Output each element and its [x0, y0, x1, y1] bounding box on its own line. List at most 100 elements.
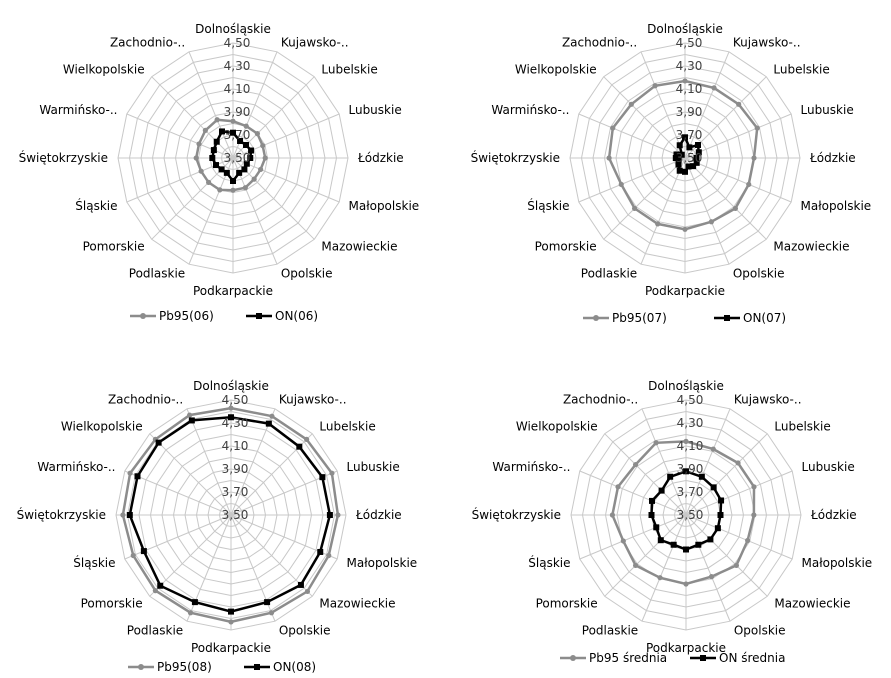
data-point	[718, 497, 725, 504]
category-label: Zachodnio-..	[110, 36, 185, 50]
data-point	[649, 497, 656, 504]
data-point	[243, 123, 249, 129]
data-point	[269, 413, 275, 419]
grid-spoke	[603, 76, 686, 159]
data-point	[152, 588, 158, 594]
legend-item: Pb95(07)	[583, 311, 667, 325]
data-point	[126, 512, 133, 518]
data-point	[736, 101, 742, 107]
category-label: Kujawsko-..	[734, 393, 802, 407]
data-point	[653, 440, 659, 446]
grid-spoke	[685, 514, 793, 560]
data-point	[657, 537, 664, 544]
category-label: Podkarpackie	[193, 284, 273, 298]
data-point	[632, 562, 639, 569]
category-label: Mazowieckie	[319, 596, 395, 610]
category-label: Kujawsko-..	[279, 393, 347, 407]
grid-spoke	[579, 470, 687, 516]
grid-spoke	[684, 157, 730, 265]
category-label: Zachodnio-..	[108, 393, 183, 407]
grid-spoke	[604, 514, 687, 597]
legend-label: ON(08)	[273, 660, 316, 674]
tick-label: 3,50	[677, 508, 704, 522]
legend-label: ON(06)	[275, 309, 318, 323]
data-point	[682, 168, 688, 175]
data-point	[247, 155, 254, 161]
grid-spoke	[641, 408, 687, 516]
legend-marker	[570, 655, 576, 661]
data-point	[672, 155, 679, 161]
data-point	[243, 141, 250, 148]
tick-label: 4,30	[222, 416, 249, 430]
data-point	[223, 169, 230, 176]
category-label: Warmińsko-..	[491, 103, 569, 117]
category-label: Dolnośląskie	[193, 379, 269, 393]
grid-spoke	[151, 76, 234, 159]
legend-marker	[140, 313, 146, 319]
category-label: Pomorskie	[536, 596, 598, 610]
data-point	[708, 219, 715, 225]
data-point	[236, 169, 243, 176]
data-point	[237, 138, 244, 145]
data-point	[326, 512, 333, 518]
data-point	[196, 141, 202, 147]
data-point	[673, 151, 680, 158]
data-point	[685, 163, 692, 170]
data-point	[228, 405, 234, 411]
data-point	[707, 536, 714, 543]
data-point	[632, 461, 639, 468]
data-point	[695, 141, 702, 148]
tick-label: 3,70	[222, 485, 249, 499]
data-point	[693, 159, 700, 166]
category-label: Małopolskie	[348, 199, 419, 213]
grid-spoke	[579, 514, 687, 560]
data-point	[682, 134, 688, 141]
grid-spoke	[186, 408, 232, 516]
grid-spoke	[604, 433, 687, 516]
tick-label: 3,70	[677, 485, 704, 499]
data-point	[218, 128, 225, 135]
data-point	[191, 599, 198, 606]
data-point	[329, 470, 335, 476]
grid-spoke	[603, 157, 686, 240]
category-label: Wielkopolskie	[516, 420, 598, 434]
data-point	[130, 552, 136, 559]
grid-spoke	[685, 514, 731, 622]
category-label: Łódzkie	[355, 508, 402, 522]
category-label: Opolskie	[733, 266, 785, 280]
data-point	[717, 512, 724, 518]
category-label: Wielkopolskie	[61, 420, 143, 434]
data-point	[698, 473, 705, 480]
category-label: Kujawsko-..	[281, 36, 349, 50]
data-point	[218, 166, 225, 173]
tick-label: 4,10	[676, 82, 703, 96]
grid-spoke	[578, 157, 686, 203]
category-label: Podlaskie	[127, 623, 183, 637]
grid-spoke	[640, 157, 686, 265]
data-point	[265, 420, 272, 427]
category-label: Lubuskie	[348, 103, 401, 117]
category-label: Świętokrzyskie	[19, 150, 108, 165]
data-point	[745, 537, 751, 544]
data-point	[746, 181, 752, 188]
category-label: Podkarpackie	[646, 641, 726, 655]
data-point	[140, 548, 147, 555]
data-point	[751, 484, 757, 490]
category-label: Podkarpackie	[191, 641, 271, 655]
data-point	[157, 582, 164, 589]
data-point	[615, 484, 621, 490]
data-point	[210, 147, 217, 154]
legend-marker	[256, 313, 262, 319]
data-point	[335, 512, 341, 518]
category-label: Lubuskie	[801, 460, 854, 474]
data-point	[198, 168, 204, 174]
data-point	[296, 443, 303, 450]
data-point	[732, 205, 739, 212]
data-point	[610, 125, 616, 131]
tick-label: 3,70	[676, 128, 703, 142]
data-point	[754, 125, 760, 131]
data-point	[209, 155, 216, 161]
category-label: Opolskie	[734, 623, 786, 637]
